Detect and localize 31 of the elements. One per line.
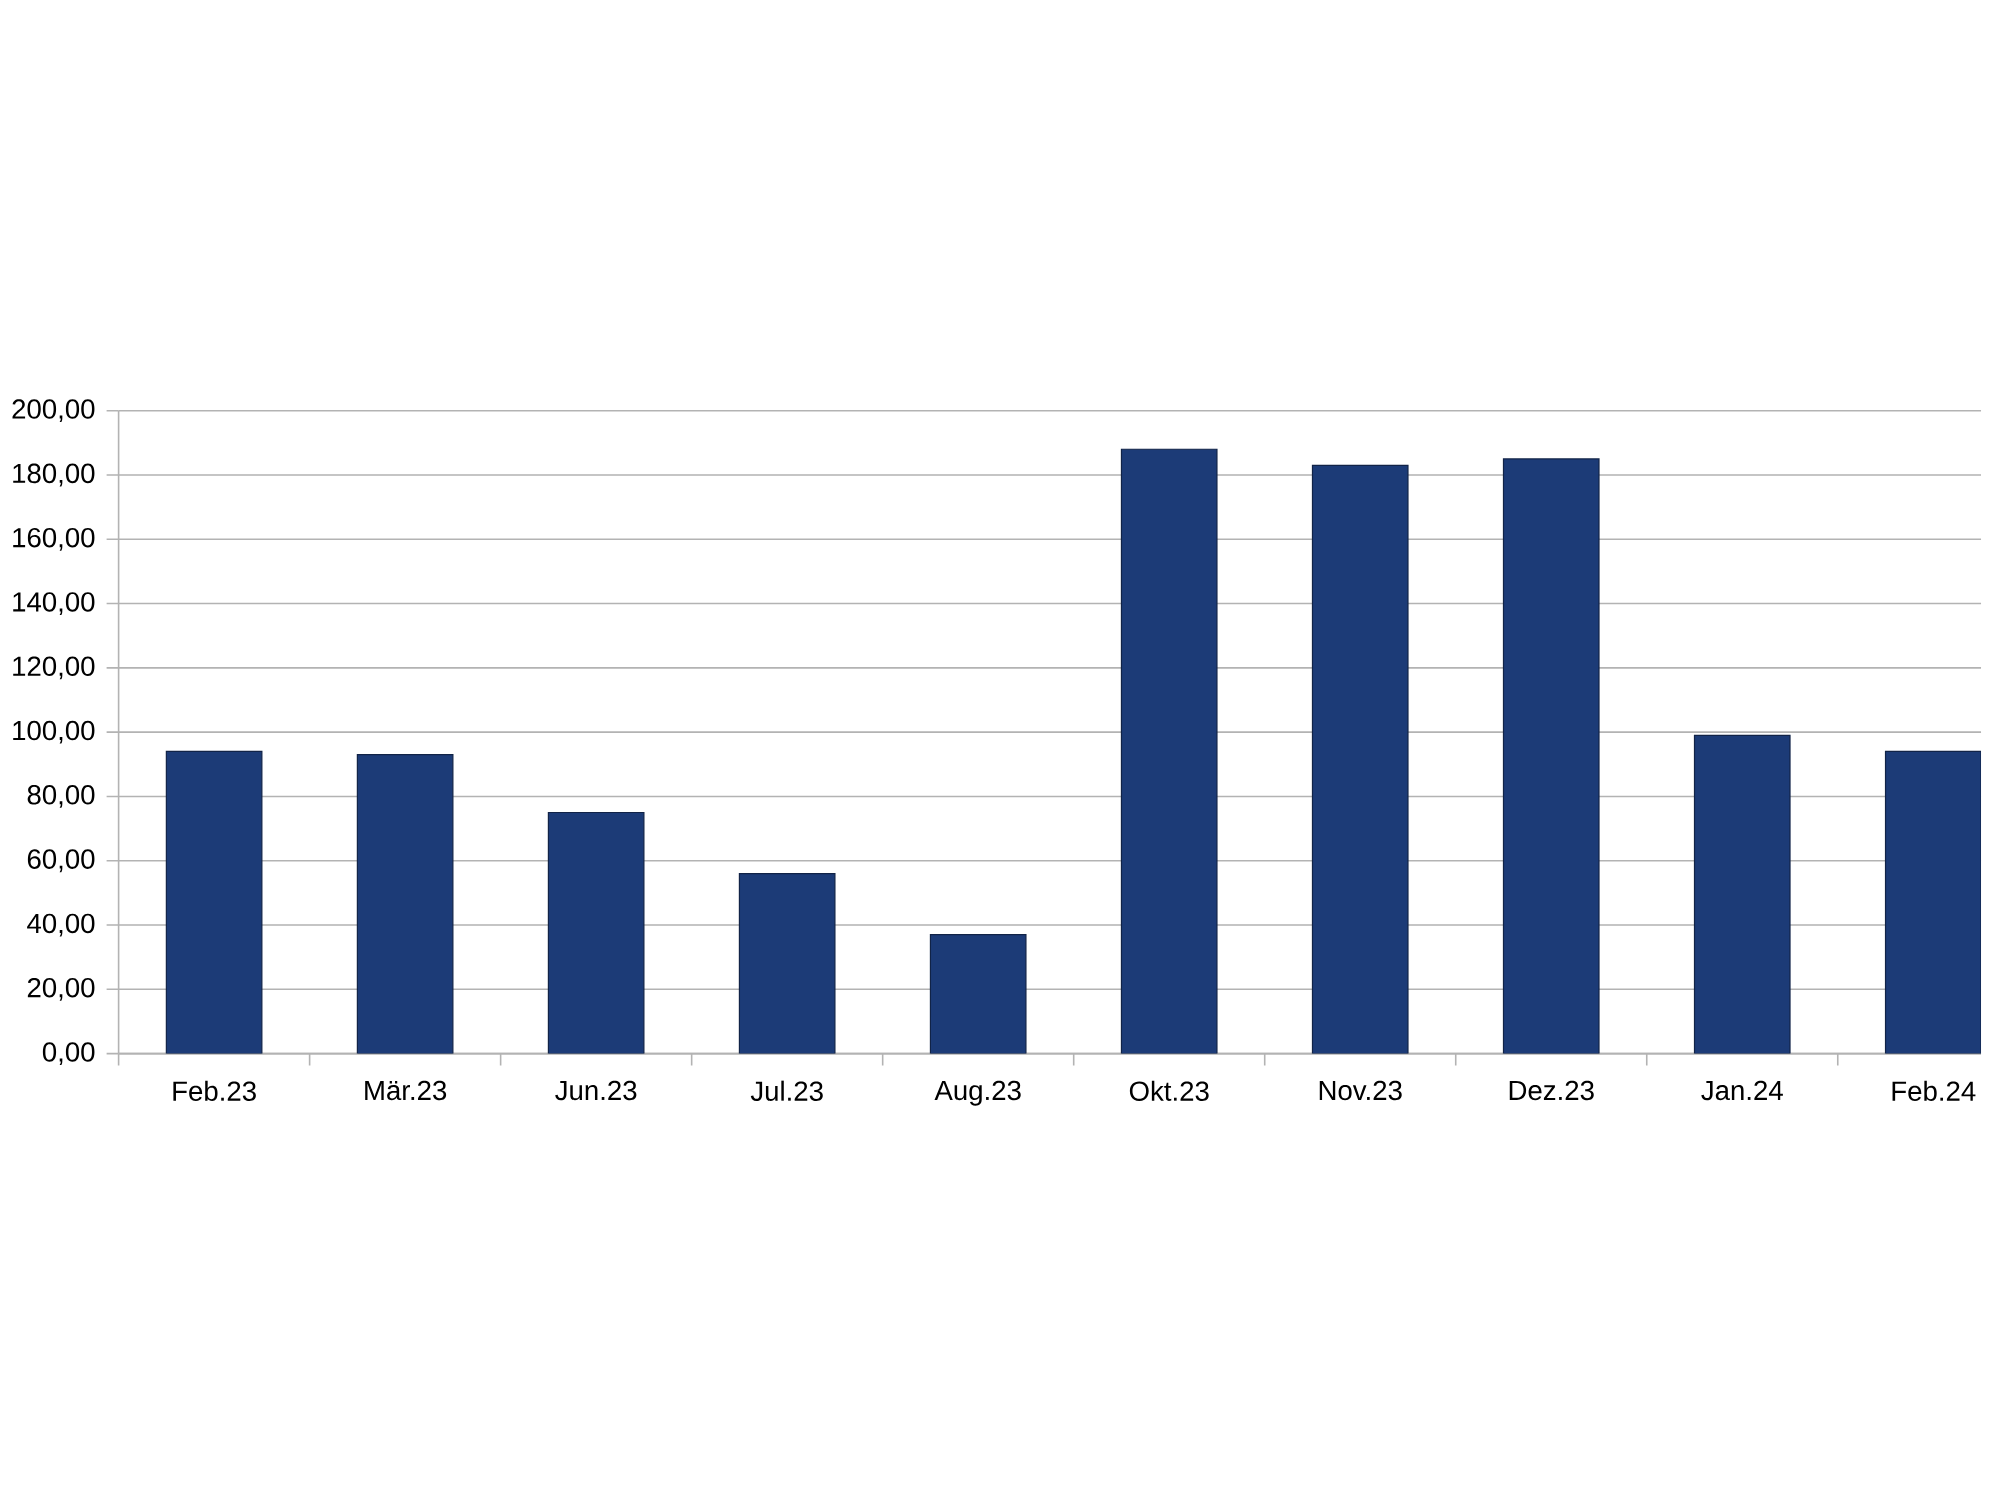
- y-tick-label: 140,00: [13, 592, 95, 615]
- y-tick-label: 20,00: [27, 977, 95, 1001]
- y-tick-label: 200,00: [12, 399, 95, 423]
- x-tick-label: Jul.23: [750, 1080, 823, 1101]
- bar: [738, 872, 836, 1054]
- bar: [1693, 734, 1791, 1054]
- bar: [1502, 458, 1600, 1054]
- x-tick-label: Dez.23: [1509, 1080, 1594, 1101]
- bar: [165, 750, 263, 1054]
- x-tick-label: Nov.23: [1319, 1080, 1402, 1101]
- bar: [929, 934, 1027, 1054]
- y-tick-label: 180,00: [13, 463, 95, 487]
- y-tick-label: 120,00: [13, 656, 95, 680]
- y-tick-label: 0,00: [42, 1042, 95, 1066]
- bar: [1120, 448, 1218, 1054]
- y-tick-label: 40,00: [27, 913, 95, 937]
- x-tick-label: Feb.23: [173, 1080, 256, 1101]
- bar: [1884, 750, 1982, 1054]
- y-tick-label: 80,00: [27, 785, 95, 808]
- x-tick-label: Aug.23: [934, 1080, 1021, 1106]
- bar: [547, 811, 645, 1054]
- x-tick-label: Feb.24: [1892, 1080, 1976, 1101]
- y-tick-label: 100,00: [13, 720, 95, 744]
- y-tick-label: 60,00: [27, 849, 95, 873]
- bar: [356, 754, 454, 1054]
- x-tick-label: Jan.24: [1701, 1080, 1783, 1101]
- x-tick-label: Mär.23: [365, 1080, 447, 1101]
- bar: [1311, 464, 1409, 1054]
- x-tick-label: Jun.23: [555, 1080, 637, 1101]
- x-tick-label: Okt.23: [1129, 1080, 1209, 1101]
- y-tick-label: 160,00: [13, 527, 95, 551]
